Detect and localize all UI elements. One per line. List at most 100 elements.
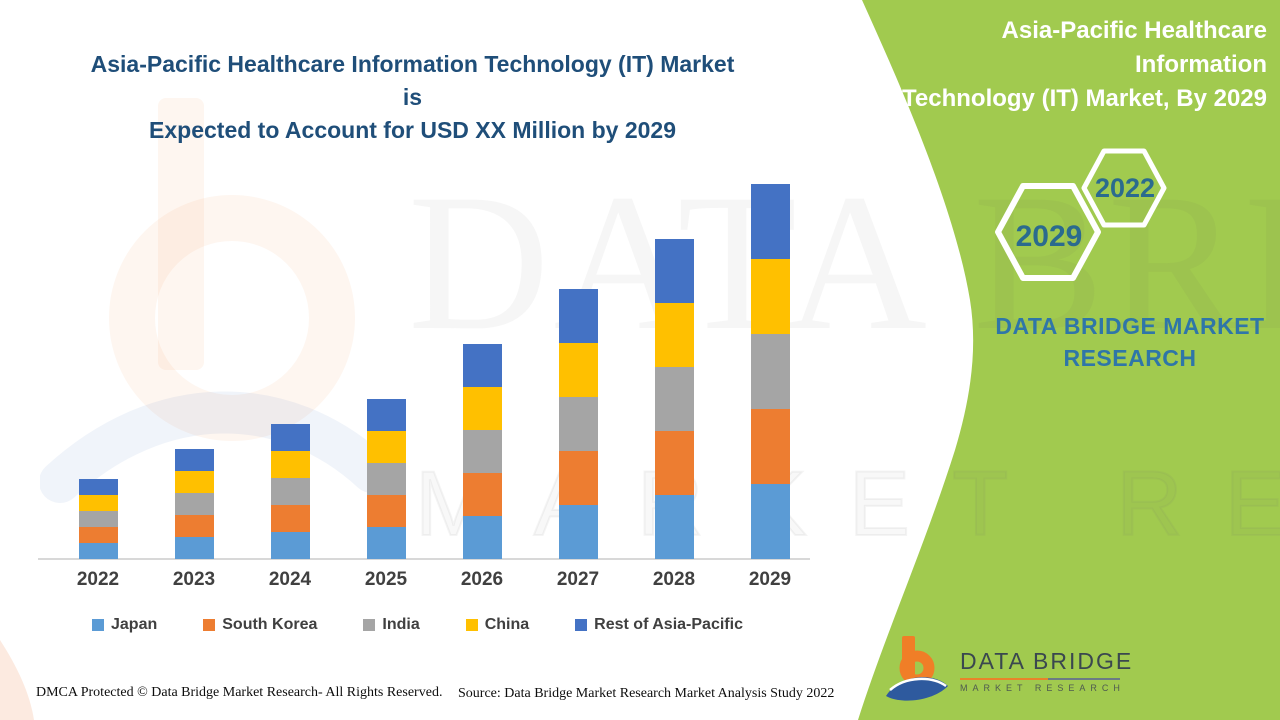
bar-segment-south-korea — [462, 473, 502, 516]
bar-segment-china — [174, 471, 214, 493]
bar-column-2027: 2027 — [530, 0, 626, 600]
corner-accent-shape — [0, 640, 34, 720]
source-note: Source: Data Bridge Market Research Mark… — [458, 686, 835, 701]
chart-title: Asia-Pacific Healthcare Information Tech… — [80, 48, 745, 147]
bar-segment-rest-of-asia-pacific — [270, 424, 310, 451]
bar-segment-south-korea — [78, 527, 118, 543]
bar-column-2026: 2026 — [434, 0, 530, 600]
bar-segment-rest-of-asia-pacific — [78, 479, 118, 495]
stacked-bar-2023 — [174, 449, 214, 559]
bar-column-2024: 2024 — [242, 0, 338, 600]
brand-text-line1: DATA BRIDGE MARKET — [995, 313, 1265, 339]
x-axis-label-2023: 2023 — [172, 568, 216, 590]
bar-segment-rest-of-asia-pacific — [654, 239, 694, 303]
bar-segment-rest-of-asia-pacific — [750, 184, 790, 259]
bar-column-2023: 2023 — [146, 0, 242, 600]
footer-logo-rule — [960, 677, 1120, 680]
bar-segment-china — [462, 387, 502, 430]
bar-column-2022: 2022 — [50, 0, 146, 600]
stacked-bar-2025 — [366, 399, 406, 559]
bar-column-2028: 2028 — [626, 0, 722, 600]
bar-segment-india — [750, 334, 790, 409]
bar-column-2029: 2029 — [722, 0, 818, 600]
legend-item-india: India — [363, 616, 420, 634]
legend-label: Rest of Asia-Pacific — [594, 616, 743, 633]
bar-segment-japan — [462, 516, 502, 559]
bar-segment-south-korea — [750, 409, 790, 484]
x-axis-label-2027: 2027 — [556, 568, 600, 590]
legend-item-rest-of-asia-pacific: Rest of Asia-Pacific — [575, 616, 743, 634]
bar-segment-south-korea — [654, 431, 694, 495]
bar-segment-rest-of-asia-pacific — [558, 289, 598, 343]
bar-segment-rest-of-asia-pacific — [462, 344, 502, 387]
bar-segment-rest-of-asia-pacific — [174, 449, 214, 471]
bar-segment-south-korea — [558, 451, 598, 505]
legend-swatch — [575, 619, 588, 631]
legend-swatch — [203, 619, 216, 631]
stacked-bar-2027 — [558, 289, 598, 559]
legend-swatch — [92, 619, 104, 631]
footer-logo: DATA BRIDGE MARKET RESEARCH — [884, 634, 1133, 706]
bar-segment-south-korea — [270, 505, 310, 532]
bar-segment-india — [78, 511, 118, 527]
bar-segment-china — [558, 343, 598, 397]
hexagon-2029-outline — [995, 183, 1101, 281]
bar-segment-japan — [750, 484, 790, 559]
bar-segment-south-korea — [366, 495, 406, 527]
brand-text: DATA BRIDGE MARKET RESEARCH — [985, 310, 1275, 374]
hexagon-2022-outline — [1081, 148, 1167, 228]
x-axis-label-2025: 2025 — [364, 568, 408, 590]
bar-segment-japan — [558, 505, 598, 559]
chart-title-line2: Expected to Account for USD XX Million b… — [149, 117, 676, 143]
stacked-bar-2026 — [462, 344, 502, 559]
bar-segment-india — [174, 493, 214, 515]
legend-item-china: China — [465, 616, 529, 634]
bar-segment-japan — [78, 543, 118, 559]
x-axis-label-2028: 2028 — [652, 568, 696, 590]
bar-segment-india — [366, 463, 406, 495]
bar-segment-india — [270, 478, 310, 505]
bar-segment-china — [654, 303, 694, 367]
footer-logo-text: DATA BRIDGE MARKET RESEARCH — [960, 648, 1133, 693]
bar-segment-south-korea — [174, 515, 214, 537]
bar-segment-japan — [174, 537, 214, 559]
dmca-notice: DMCA Protected © Data Bridge Market Rese… — [36, 685, 443, 700]
stacked-bar-2022 — [78, 479, 118, 559]
banner-title: Asia-Pacific Healthcare Information Tech… — [875, 14, 1267, 116]
bar-segment-japan — [270, 532, 310, 559]
footer-logo-sub: MARKET RESEARCH — [960, 682, 1125, 693]
banner-title-line2: Technology (IT) Market, By 2029 — [902, 85, 1267, 112]
x-axis-label-2022: 2022 — [76, 568, 120, 590]
stacked-bar-2024 — [270, 424, 310, 559]
bar-segment-india — [462, 430, 502, 473]
legend-item-south-korea: South Korea — [203, 616, 317, 634]
bar-segment-japan — [654, 495, 694, 559]
bar-segment-india — [558, 397, 598, 451]
bar-segment-india — [654, 367, 694, 431]
bar-segment-china — [270, 451, 310, 478]
brand-text-line2: RESEARCH — [1063, 345, 1197, 371]
watermark-market-research: MARKET RESEARCH — [414, 452, 1280, 556]
x-axis-line — [38, 558, 810, 560]
x-axis-label-2026: 2026 — [460, 568, 504, 590]
x-axis-label-2024: 2024 — [268, 568, 312, 590]
bar-segment-china — [366, 431, 406, 463]
legend-label: India — [382, 616, 420, 633]
x-axis-label-2029: 2029 — [748, 568, 792, 590]
stacked-bar-2028 — [654, 239, 694, 559]
stacked-bar-chart: 2022 2023 2024 2025 2026 2027 2028 2029 — [50, 0, 818, 600]
bar-segment-japan — [366, 527, 406, 559]
hexagon-2029-label: 2029 — [1015, 220, 1083, 253]
bar-segment-rest-of-asia-pacific — [366, 399, 406, 431]
hexagon-2022-label: 2022 — [1094, 173, 1156, 203]
legend-swatch — [465, 619, 478, 631]
bar-column-2025: 2025 — [338, 0, 434, 600]
chart-legend: Japan South Korea India China Rest of Asia-P… — [92, 616, 743, 634]
stacked-bar-2029 — [750, 184, 790, 559]
legend-label: South Korea — [222, 616, 318, 633]
data-bridge-logo-icon — [886, 636, 948, 701]
bar-segment-china — [750, 259, 790, 334]
